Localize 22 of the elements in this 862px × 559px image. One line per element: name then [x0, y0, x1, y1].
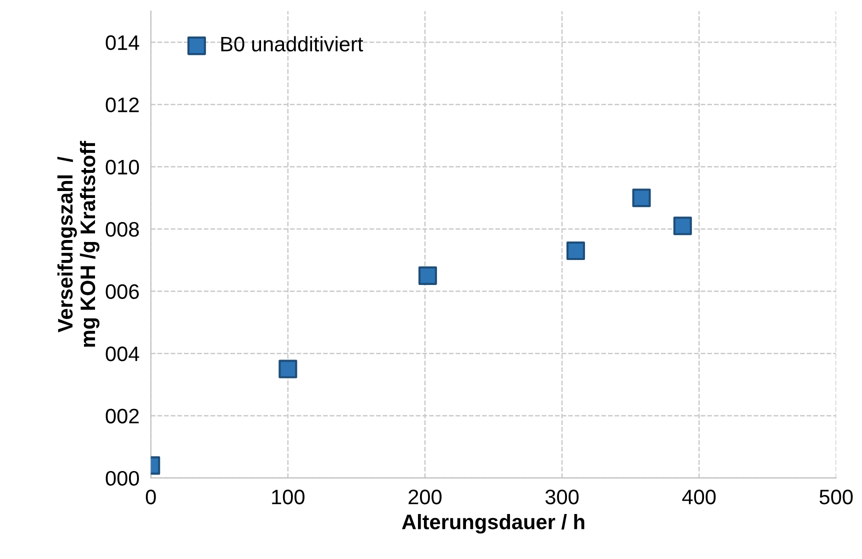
point: [673, 216, 692, 236]
y-tick-label: 006: [106, 284, 139, 299]
x-tick-label: 300: [545, 490, 579, 504]
point: [632, 188, 651, 208]
y-tick-label: 000: [106, 470, 139, 486]
y-tick-label: 004: [106, 346, 140, 362]
y-tick-label: 010: [106, 160, 139, 175]
x-tick-label: 200: [408, 490, 442, 504]
y-axis-title: Verseifungszahl / mg KOH /g Kraftstoff: [57, 140, 100, 347]
point: [566, 242, 585, 260]
y-tick-label: 012: [106, 98, 139, 112]
x-tick-label: 500: [820, 490, 853, 504]
x-tick-label: 100: [272, 490, 304, 504]
y-tick-label: 014: [106, 35, 140, 50]
point: [418, 266, 437, 285]
x-tick-label: 400: [682, 490, 716, 504]
x-tick-label: 0: [146, 490, 156, 504]
legend-label: B0 unadditiviert: [221, 36, 364, 52]
y-tick-label: 002: [106, 408, 139, 424]
y-tick-label: 008: [106, 222, 139, 237]
x-axis-title: Alterungsdauer / h: [402, 514, 584, 534]
point: [278, 360, 298, 378]
